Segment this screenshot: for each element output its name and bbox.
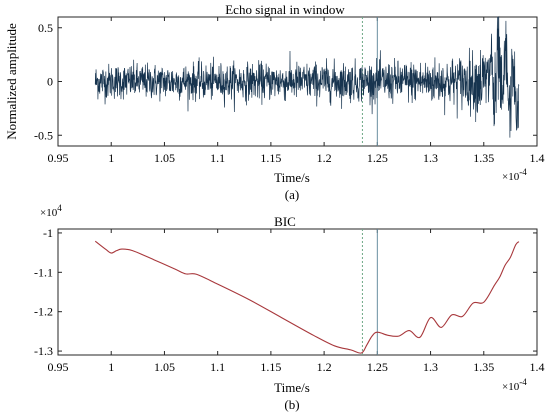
x-tick-label: 1.3 — [423, 151, 438, 165]
x-tick-label: 1.25 — [367, 360, 388, 374]
panel-b-y-multiplier: ×104 — [40, 203, 62, 219]
y-tick-label: -0.5 — [34, 128, 53, 142]
x-tick-label: 1.4 — [530, 151, 545, 165]
panel-b-x-multiplier: ×10-4 — [502, 377, 527, 393]
panel-a-x-multiplier: ×10-4 — [502, 167, 527, 183]
y-tick-label: -1.2 — [34, 305, 53, 319]
x-tick-label: 1.25 — [367, 151, 388, 165]
plot-frame — [57, 228, 538, 356]
panel-a-xlabel: Time/s — [274, 170, 310, 185]
x-tick-label: 1.4 — [530, 360, 545, 374]
y-tick-label: -1 — [43, 226, 53, 240]
panel-b-label: (b) — [284, 397, 299, 412]
x-tick-label: 1.2 — [317, 151, 332, 165]
panel-a-label: (a) — [285, 187, 299, 202]
x-tick-label: 1 — [108, 360, 114, 374]
x-tick-label: 1.35 — [473, 360, 494, 374]
x-tick-label: 0.95 — [48, 360, 69, 374]
y-tick-label: 0.5 — [38, 21, 53, 35]
x-tick-label: 1.1 — [210, 151, 225, 165]
y-tick-label: -1.3 — [34, 344, 53, 358]
panel-a-ylabel-group: Normalized amplitude — [4, 23, 19, 140]
bic-series — [94, 240, 520, 354]
x-tick-label: 1.1 — [210, 360, 225, 374]
y-tick-label: 0 — [47, 75, 53, 89]
x-tick-label: 1 — [108, 151, 114, 165]
x-tick-label: 1.3 — [423, 360, 438, 374]
panel-a-title: Echo signal in window — [225, 2, 345, 17]
panel-b-y-multiplier-exponent: 4 — [57, 203, 62, 213]
panel-a-x-multiplier-exponent: -4 — [519, 167, 527, 177]
x-tick-label: 1.15 — [260, 360, 281, 374]
panel-a-x-multiplier-base: ×10 — [502, 171, 520, 183]
x-tick-label: 1.2 — [317, 360, 332, 374]
panel-b-x-multiplier-base: ×10 — [502, 381, 520, 393]
panel-a-ylabel: Normalized amplitude — [4, 23, 19, 140]
x-tick-label: 1.05 — [154, 151, 175, 165]
x-tick-label: 1.15 — [260, 151, 281, 165]
panel-b-title: BIC — [274, 214, 296, 229]
panel-a-chart: Echo signal in window Normalized amplitu… — [4, 2, 545, 202]
x-tick-label: 0.95 — [48, 151, 69, 165]
y-tick-label: -1.1 — [34, 265, 53, 279]
panel-b-chart: BIC ×104 Time/s (b) ×10-4 0.95 1 1.05 1.1 1.… — [34, 203, 545, 412]
x-tick-label: 1.35 — [473, 151, 494, 165]
panel-b-x-multiplier-exponent: -4 — [519, 377, 527, 387]
x-tick-label: 1.05 — [154, 360, 175, 374]
panel-b-xlabel: Time/s — [274, 380, 310, 395]
panel-b-y-multiplier-base: ×10 — [40, 207, 58, 219]
echo-signal-series — [94, 15, 520, 138]
